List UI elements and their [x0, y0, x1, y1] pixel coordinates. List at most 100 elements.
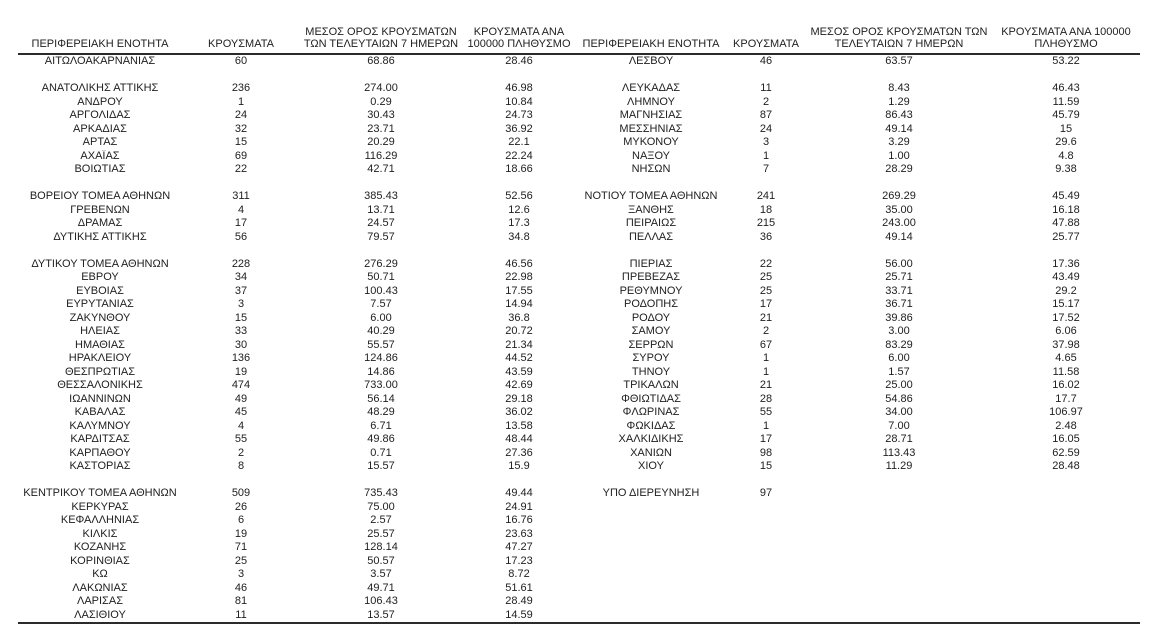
region-name-cell: ΦΛΩΡΙΝΑΣ: [622, 406, 680, 418]
empty-cell: [726, 555, 806, 569]
empty-cell: [806, 541, 992, 555]
per-100000-cell: 43.59: [505, 365, 533, 378]
spacer-row: [576, 69, 1140, 83]
table-row: ΕΥΒΟΙΑΣ 37 100.43 17.55: [18, 285, 576, 299]
region-name-cell: ΑΡΤΑΣ: [82, 136, 118, 148]
cases-cell: 2: [762, 325, 770, 337]
avg-7day-cell: 7.00: [888, 419, 910, 432]
region-name-cell: ΜΑΓΝΗΣΙΑΣ: [619, 109, 683, 121]
per-100000-cell: 48.44: [505, 433, 533, 445]
empty-cell: [576, 514, 726, 528]
empty-cell: [992, 568, 1140, 582]
avg-7day-cell: 20.29: [367, 136, 395, 148]
tables-container: ΠΕΡΙΦΕΡΕΙΑΚΗ ΕΝΟΤΗΤΑ ΚΡΟΥΣΜΑΤΑ ΜΕΣΟΣ ΟΡΟ…: [18, 0, 1140, 622]
avg-7day-cell: 33.71: [885, 284, 913, 297]
region-name-cell: ΚΟΡΙΝΘΙΑΣ: [70, 554, 130, 567]
per-100000-cell: 4.65: [1055, 352, 1077, 364]
avg-7day-cell: 50.71: [367, 271, 395, 283]
region-name-cell: ΚΙΛΚΙΣ: [82, 527, 118, 540]
col-header-per-100000: ΚΡΟΥΣΜΑΤΑ ΑΝΑ 100000 ΠΛΗΘΥΣΜΟ: [462, 0, 576, 55]
cases-cell: 81: [234, 595, 248, 607]
avg-7day-cell: 0.71: [370, 446, 392, 459]
region-name-cell: ΘΕΣΠΡΩΤΙΑΣ: [64, 365, 136, 378]
bottom-rule: [18, 622, 1140, 624]
cases-cell: 1: [762, 149, 770, 162]
table-row: ΛΑΚΩΝΙΑΣ 46 49.71 51.61: [18, 582, 576, 596]
empty-cell: [992, 582, 1140, 596]
table-row: ΤΗΝΟΥ 1 1.57 11.58: [576, 366, 1140, 380]
empty-cell: [576, 528, 726, 542]
table-row: ΔΡΑΜΑΣ 17 24.57 17.3: [18, 217, 576, 231]
cases-cell: 26: [234, 500, 248, 513]
region-name-cell: ΡΟΔΟΠΗΣ: [623, 298, 679, 310]
col-header-regional-unit: ΠΕΡΙΦΕΡΕΙΑΚΗ ΕΝΟΤΗΤΑ: [18, 0, 182, 55]
region-name-cell: ΓΡΕΒΕΝΩΝ: [70, 203, 130, 216]
avg-7day-cell: 25.71: [885, 271, 913, 283]
per-100000-cell: 106.97: [1049, 406, 1083, 418]
per-100000-cell: 47.88: [1052, 217, 1080, 229]
region-name-cell: ΛΕΣΒΟΥ: [628, 55, 674, 67]
cases-cell: 19: [234, 365, 248, 378]
avg-7day-cell: 3.57: [370, 568, 392, 580]
cases-cell: 136: [231, 352, 251, 364]
avg-7day-cell: 14.86: [367, 365, 395, 378]
region-name-cell: ΕΒΡΟΥ: [81, 271, 119, 283]
per-100000-cell: 20.72: [505, 325, 533, 337]
region-name-cell: ΑΡΚΑΔΙΑΣ: [73, 122, 127, 135]
cases-cell: 97: [759, 487, 773, 499]
region-name-cell: ΤΗΝΟΥ: [631, 365, 671, 378]
col-header-cases: ΚΡΟΥΣΜΑΤΑ: [182, 0, 300, 55]
per-100000-cell: 29.2: [1055, 284, 1077, 297]
empty-cell: [576, 595, 726, 609]
region-name-cell: ΛΑΚΩΝΙΑΣ: [72, 581, 128, 594]
empty-cell: [806, 582, 992, 596]
avg-7day-cell: 13.57: [367, 608, 395, 621]
cases-cell: 55: [234, 433, 248, 445]
cases-cell: 7: [762, 163, 770, 175]
cases-cell: 509: [231, 487, 251, 499]
table-row: ΚΕΝΤΡΙΚΟΥ ΤΟΜΕΑ ΑΘΗΝΩΝ 509 735.43 49.44: [18, 487, 576, 501]
region-name-cell: ΦΘΙΩΤΙΔΑΣ: [621, 392, 681, 405]
table-row: ΛΕΣΒΟΥ 46 63.57 53.22: [576, 54, 1140, 69]
avg-7day-cell: 49.86: [367, 433, 395, 445]
table-row: ΔΥΤΙΚΟΥ ΤΟΜΕΑ ΑΘΗΝΩΝ 228 276.29 46.56: [18, 258, 576, 272]
cases-cell: 34: [234, 271, 248, 283]
avg-7day-cell: 42.71: [367, 163, 395, 175]
cases-cell: 17: [759, 433, 773, 445]
avg-7day-cell: 28.71: [885, 433, 913, 445]
region-name-cell: ΜΕΣΣΗΝΙΑΣ: [619, 122, 683, 135]
table-row: ΛΕΥΚΑΔΑΣ 11 8.43 46.43: [576, 82, 1140, 96]
avg-7day-cell: 24.57: [367, 217, 395, 229]
table-row: ΣΑΜΟΥ 2 3.00 6.06: [576, 325, 1140, 339]
per-100000-cell: 17.3: [508, 217, 530, 229]
cases-cell: 17: [759, 298, 773, 310]
table-row: ΜΥΚΟΝΟΥ 3 3.29 29.6: [576, 136, 1140, 150]
table-row: ΚΕΡΚΥΡΑΣ 26 75.00 24.91: [18, 501, 576, 515]
empty-cell: [806, 514, 992, 528]
table-row: ΣΥΡΟΥ 1 6.00 4.65: [576, 352, 1140, 366]
empty-cell: [576, 609, 726, 623]
table-row: ΦΛΩΡΙΝΑΣ 55 34.00 106.97: [576, 406, 1140, 420]
per-100000-cell: 23.63: [505, 527, 533, 540]
table-row: ΚΙΛΚΙΣ 19 25.57 23.63: [18, 528, 576, 542]
region-name-cell: ΗΡΑΚΛΕΙΟΥ: [68, 352, 132, 364]
spacer-row: [18, 244, 576, 258]
empty-cell: [182, 69, 300, 83]
cases-cell: 24: [234, 109, 248, 121]
cases-cell: 45: [234, 406, 248, 418]
table-row: ΑΝΑΤΟΛΙΚΗΣ ΑΤΤΙΚΗΣ 236 274.00 46.98: [18, 82, 576, 96]
empty-cell: [300, 244, 462, 258]
table-row: ΑΡΚΑΔΙΑΣ 32 23.71 36.92: [18, 123, 576, 137]
avg-7day-cell: 28.29: [885, 163, 913, 175]
empty-cell: [726, 568, 806, 582]
table-row: ΠΡΕΒΕΖΑΣ 25 25.71 43.49: [576, 271, 1140, 285]
region-name-cell: ΙΩΑΝΝΙΝΩΝ: [69, 392, 131, 405]
cases-cell: 3: [762, 136, 770, 148]
cases-cell: 22: [234, 163, 248, 175]
region-name-cell: ΧΙΟΥ: [638, 460, 664, 472]
avg-7day-cell: 385.43: [364, 190, 398, 202]
region-name-cell: ΠΕΙΡΑΙΩΣ: [625, 217, 677, 229]
per-100000-cell: 14.59: [505, 608, 533, 621]
table-row: ΗΛΕΙΑΣ 33 40.29 20.72: [18, 325, 576, 339]
